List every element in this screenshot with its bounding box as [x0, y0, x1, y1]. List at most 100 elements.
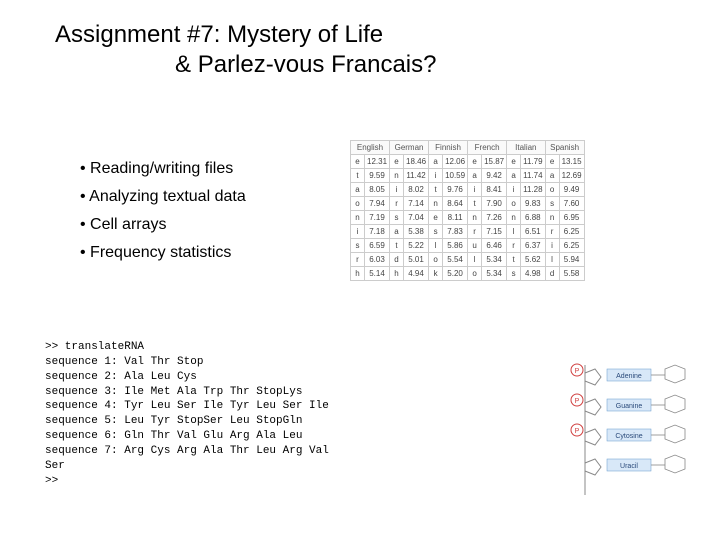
table-cell: k: [429, 267, 443, 281]
table-cell: 7.60: [559, 197, 584, 211]
table-cell: 8.41: [482, 183, 507, 197]
table-cell: 5.20: [443, 267, 468, 281]
table-cell: 6.59: [365, 239, 390, 253]
table-cell: n: [429, 197, 443, 211]
table-cell: t: [390, 239, 404, 253]
table-cell: s: [429, 225, 443, 239]
table-cell: r: [545, 225, 559, 239]
table-cell: n: [468, 211, 482, 225]
table-cell: t: [507, 253, 521, 267]
table-cell: 6.25: [559, 225, 584, 239]
table-cell: 7.90: [482, 197, 507, 211]
bullet-text: Frequency statistics: [90, 244, 231, 261]
table-cell: 8.05: [365, 183, 390, 197]
table-cell: 7.19: [365, 211, 390, 225]
bullet-item: • Frequency statistics: [80, 244, 246, 262]
table-cell: o: [468, 267, 482, 281]
table-row: n7.19s7.04e8.11n7.26n6.88n6.95: [351, 211, 585, 225]
table-cell: 7.18: [365, 225, 390, 239]
table-cell: 9.76: [443, 183, 468, 197]
lang-header: Italian: [507, 141, 545, 155]
title-line1: Assignment #7: Mystery of Life: [55, 21, 383, 48]
table-cell: 6.03: [365, 253, 390, 267]
table-cell: a: [390, 225, 404, 239]
table-cell: 6.51: [521, 225, 545, 239]
table-row: h5.14h4.94k5.20o5.34s4.98d5.58: [351, 267, 585, 281]
uracil-label: Uracil: [620, 463, 638, 470]
table-cell: 15.87: [482, 155, 507, 169]
bullet-list: • Reading/writing files • Analyzing text…: [80, 160, 246, 272]
table-row: r6.03d5.01o5.54l5.34t5.62l5.94: [351, 253, 585, 267]
table-cell: d: [390, 253, 404, 267]
table-cell: a: [351, 183, 365, 197]
table-cell: h: [390, 267, 404, 281]
table-cell: o: [507, 197, 521, 211]
table-cell: a: [507, 169, 521, 183]
table-cell: r: [351, 253, 365, 267]
table-cell: 7.94: [365, 197, 390, 211]
table-header-row: English German Finnish French Italian Sp…: [351, 141, 585, 155]
table-cell: l: [507, 225, 521, 239]
p-label: P: [575, 398, 580, 405]
table-cell: e: [507, 155, 521, 169]
table-cell: 6.25: [559, 239, 584, 253]
table-cell: n: [545, 211, 559, 225]
table-row: o7.94r7.14n8.64t7.90o9.83s7.60: [351, 197, 585, 211]
ribose-icon: [585, 459, 601, 475]
table-cell: e: [545, 155, 559, 169]
table-cell: 12.31: [365, 155, 390, 169]
table-cell: 10.59: [443, 169, 468, 183]
guanine-label: Guanine: [616, 403, 643, 410]
table-cell: 5.54: [443, 253, 468, 267]
table-cell: o: [351, 197, 365, 211]
letter-frequency-table: English German Finnish French Italian Sp…: [350, 140, 585, 281]
table-cell: 5.62: [521, 253, 545, 267]
lang-header: Spanish: [545, 141, 584, 155]
table-row: t9.59n11.42i10.59a9.42a11.74a12.69: [351, 169, 585, 183]
table-cell: 13.15: [559, 155, 584, 169]
p-label: P: [575, 368, 580, 375]
table-cell: 5.94: [559, 253, 584, 267]
base-ring-icon: [665, 365, 685, 473]
table-cell: a: [468, 169, 482, 183]
lang-header: English: [351, 141, 390, 155]
table-cell: 5.14: [365, 267, 390, 281]
bullet-item: • Reading/writing files: [80, 160, 246, 178]
phosphate-badge: P: [571, 424, 583, 436]
table-cell: d: [545, 267, 559, 281]
table-cell: 7.26: [482, 211, 507, 225]
table-cell: i: [429, 169, 443, 183]
rna-structure-diagram: P P P Adenine Guanine Cytosine Uracil: [565, 355, 705, 505]
table-cell: h: [351, 267, 365, 281]
table-cell: s: [390, 211, 404, 225]
p-label: P: [575, 428, 580, 435]
bullet-item: • Cell arrays: [80, 216, 246, 234]
table-cell: 4.94: [404, 267, 429, 281]
table-row: e12.31e18.46a12.06e15.87e11.79e13.15: [351, 155, 585, 169]
table-cell: l: [545, 253, 559, 267]
table-cell: e: [390, 155, 404, 169]
table-cell: e: [468, 155, 482, 169]
table-cell: 6.46: [482, 239, 507, 253]
slide-title: Assignment #7: Mystery of Life & Parlez-…: [55, 20, 436, 80]
table-cell: 9.42: [482, 169, 507, 183]
table-cell: 5.58: [559, 267, 584, 281]
table-cell: 8.11: [443, 211, 468, 225]
adenine-label: Adenine: [616, 373, 642, 380]
table-cell: 12.69: [559, 169, 584, 183]
table-cell: 11.79: [521, 155, 545, 169]
table-cell: 12.06: [443, 155, 468, 169]
phosphate-badge: P: [571, 364, 583, 376]
table-cell: 7.14: [404, 197, 429, 211]
table-cell: e: [429, 211, 443, 225]
table-cell: t: [429, 183, 443, 197]
table-cell: 11.42: [404, 169, 429, 183]
table-cell: 7.83: [443, 225, 468, 239]
cytosine-label: Cytosine: [615, 433, 642, 440]
table-cell: n: [507, 211, 521, 225]
phosphate-badge: P: [571, 394, 583, 406]
table-cell: 9.83: [521, 197, 545, 211]
table-cell: 11.28: [521, 183, 545, 197]
table-cell: 6.88: [521, 211, 545, 225]
table-cell: e: [351, 155, 365, 169]
